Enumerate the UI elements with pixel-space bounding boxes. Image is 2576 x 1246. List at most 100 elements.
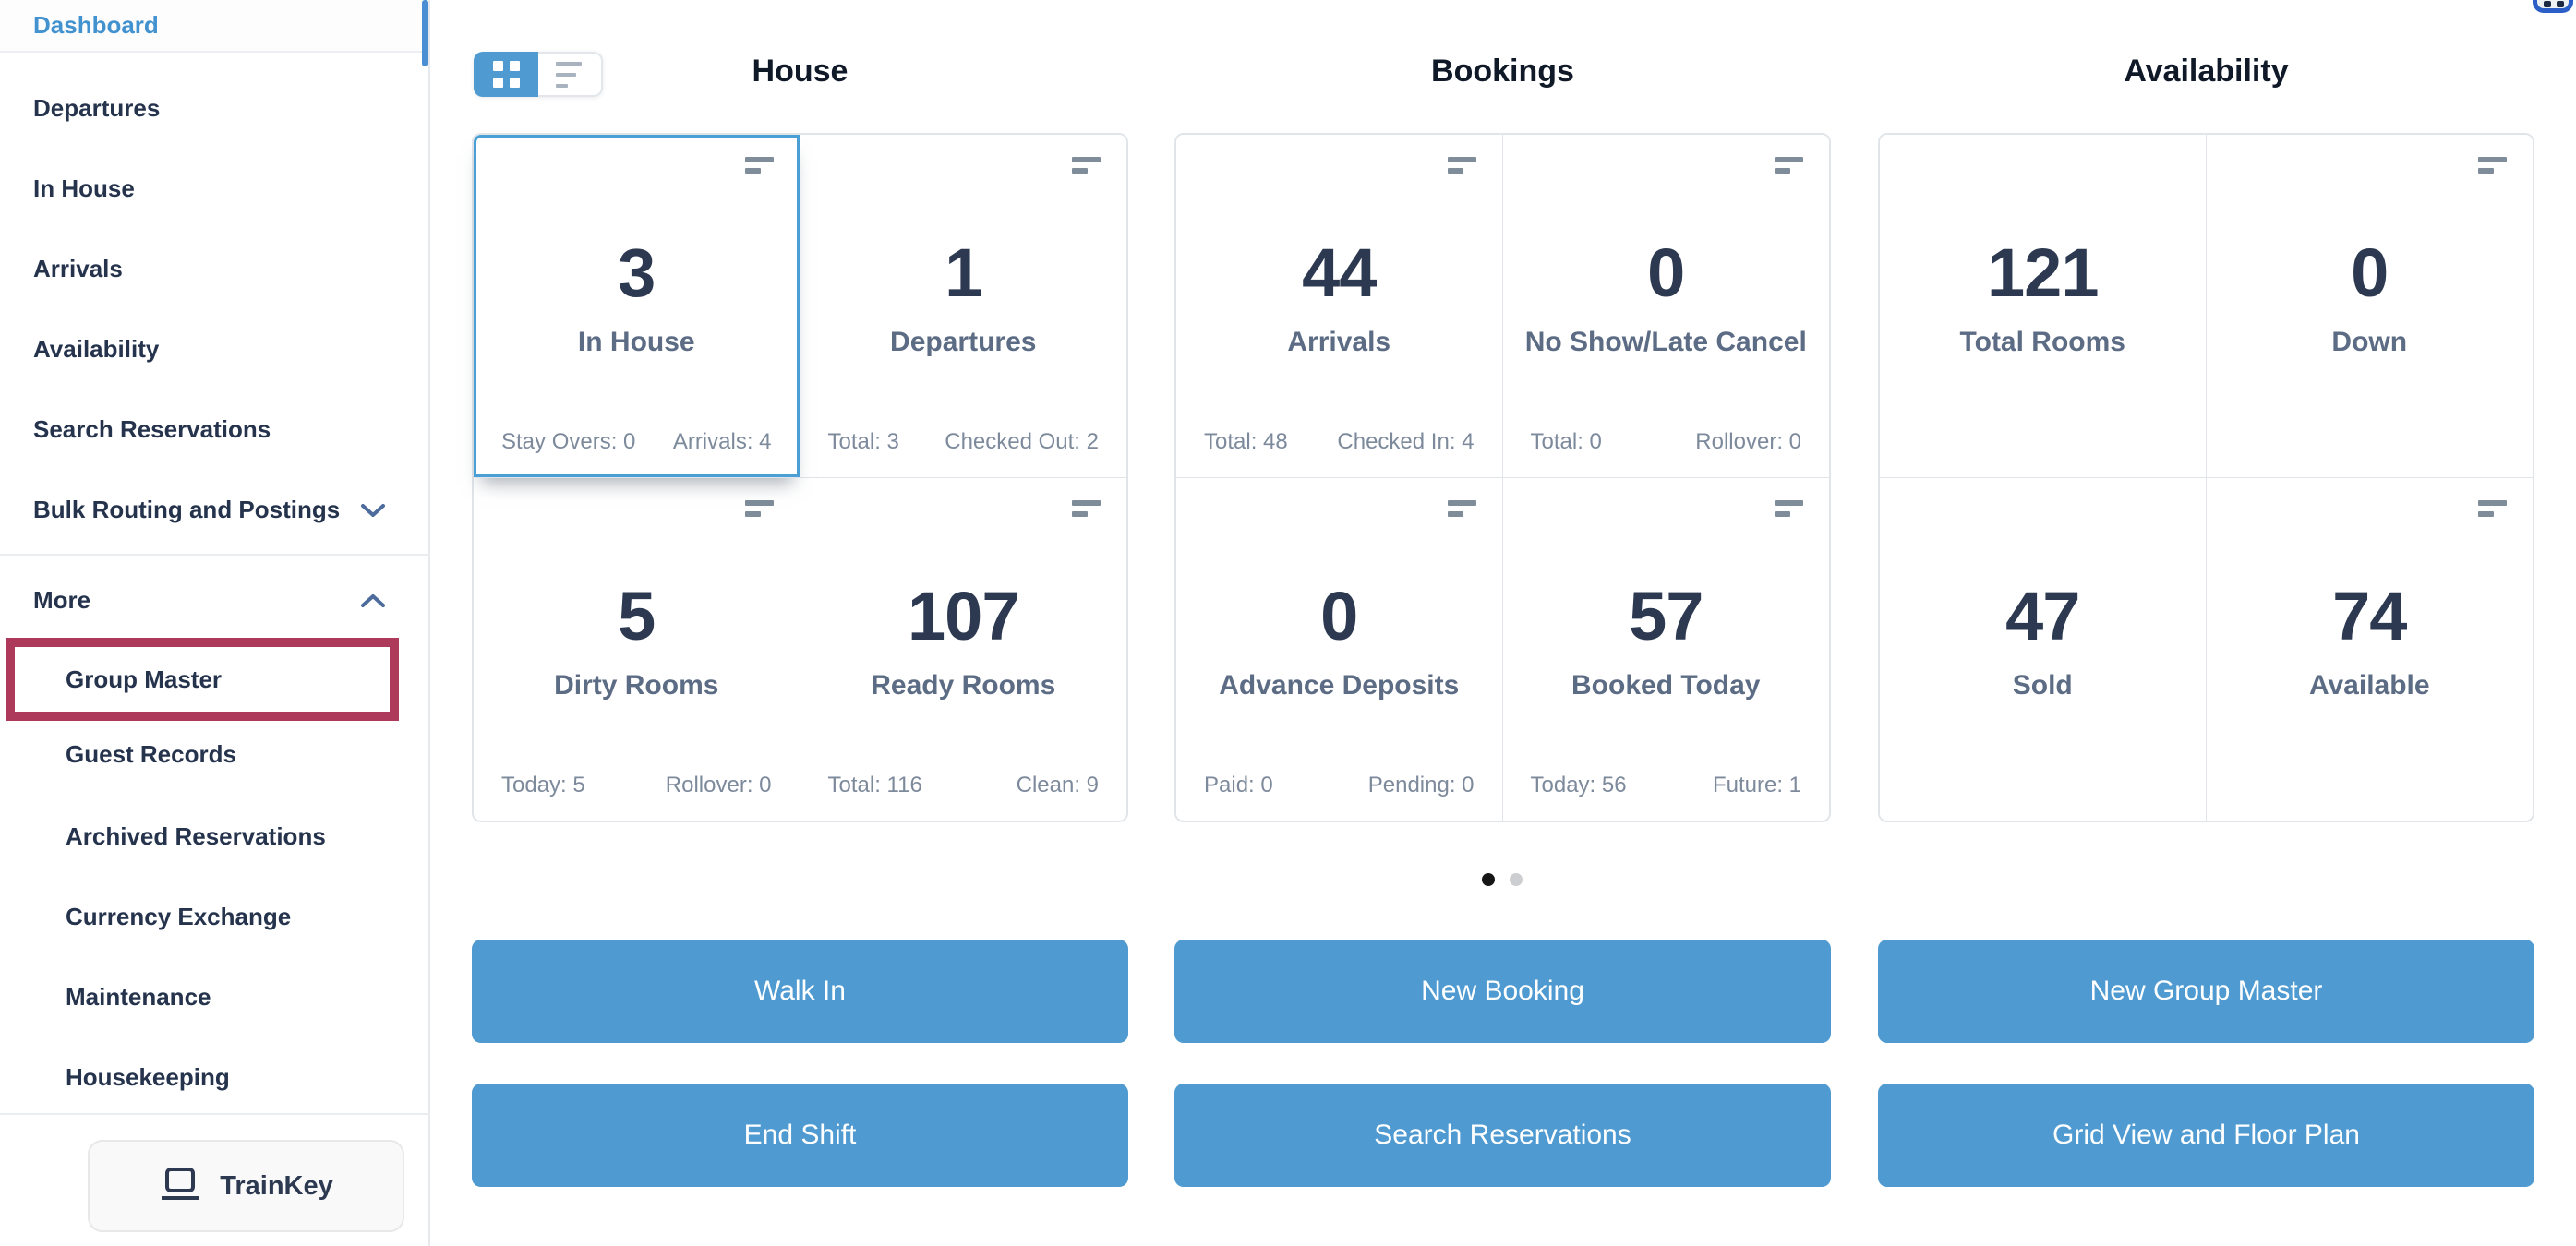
- sidebar-item-in-house[interactable]: In House: [0, 149, 430, 229]
- tile-menu-icon[interactable]: [1775, 499, 1803, 517]
- tile-departures[interactable]: 1 Departures Total: 3 Checked Out: 2: [800, 135, 1126, 478]
- tile-footer-right: Rollover: 0: [1695, 428, 1801, 454]
- tile-menu-icon[interactable]: [2478, 157, 2507, 174]
- tile-label: Sold: [2012, 669, 2073, 701]
- sidebar-item-label: Arrivals: [33, 255, 123, 282]
- tile-value: 0: [1647, 234, 1685, 311]
- group-master-highlight-box: Group Master: [6, 638, 399, 721]
- tile-footer-left: Total: 0: [1530, 428, 1602, 454]
- tile-label: Departures: [890, 327, 1037, 357]
- tile-menu-icon[interactable]: [1072, 157, 1101, 174]
- tile-footer-right: Checked In: 4: [1337, 428, 1475, 454]
- tile-menu-icon[interactable]: [1447, 157, 1476, 174]
- new-booking-button[interactable]: New Booking: [1174, 940, 1831, 1043]
- tile-menu-icon[interactable]: [1072, 499, 1101, 517]
- sidebar-scrollbar-thumb[interactable]: [422, 0, 428, 66]
- tile-label: Total Rooms: [1959, 327, 2125, 357]
- grid-view-floor-plan-button[interactable]: Grid View and Floor Plan: [1878, 1084, 2534, 1187]
- tile-in-house[interactable]: 3 In House Stay Overs: 0 Arrivals: 4: [474, 135, 800, 478]
- tile-value: 3: [618, 234, 656, 311]
- tile-footer-left: Paid: 0: [1204, 773, 1273, 797]
- sidebar-item-arrivals[interactable]: Arrivals: [0, 229, 430, 309]
- tile-menu-icon[interactable]: [1775, 157, 1803, 174]
- walk-in-button[interactable]: Walk In: [472, 940, 1128, 1043]
- sidebar-item-search-reservations[interactable]: Search Reservations: [0, 389, 430, 470]
- sidebar-item-more[interactable]: More: [0, 560, 430, 641]
- carousel-pagination: [1482, 873, 1523, 886]
- sidebar-item-departures[interactable]: Departures: [0, 68, 430, 149]
- chevron-down-icon: [360, 503, 386, 518]
- tile-label: Dirty Rooms: [554, 669, 719, 701]
- tile-advance-deposits[interactable]: 0 Advance Deposits Paid: 0 Pending: 0: [1176, 477, 1503, 821]
- sidebar-item-guest-records[interactable]: Guest Records: [0, 714, 430, 795]
- tile-footer-left: Stay Overs: 0: [501, 428, 636, 454]
- tile-value: 121: [1987, 234, 2099, 311]
- sidebar-item-archived-reservations[interactable]: Archived Reservations: [0, 797, 430, 877]
- search-reservations-button[interactable]: Search Reservations: [1174, 1084, 1831, 1187]
- tile-no-show-late-cancel[interactable]: 0 No Show/Late Cancel Total: 0 Rollover:…: [1502, 135, 1829, 478]
- tile-menu-icon[interactable]: [744, 499, 774, 517]
- tile-menu-icon[interactable]: [2478, 499, 2507, 517]
- tile-value: 44: [1302, 234, 1377, 311]
- tile-menu-icon[interactable]: [1447, 499, 1476, 517]
- sidebar-item-bulk-routing-and-postings[interactable]: Bulk Routing and Postings: [0, 470, 430, 550]
- tile-label: In House: [577, 327, 695, 357]
- tile-total-rooms[interactable]: 121 Total Rooms: [1880, 135, 2207, 478]
- sidebar-item-dashboard[interactable]: Dashboard: [0, 0, 428, 53]
- sidebar-item-currency-exchange[interactable]: Currency Exchange: [0, 877, 430, 957]
- pagination-dot-active[interactable]: [1482, 873, 1495, 886]
- laptop-icon: [159, 1166, 201, 1207]
- tile-value: 1: [945, 234, 982, 311]
- tile-label: Booked Today: [1571, 669, 1761, 701]
- tile-footer: Today: 56 Future: 1: [1531, 773, 1802, 798]
- sidebar-item-label: Availability: [33, 335, 160, 363]
- tile-value: 5: [618, 577, 656, 654]
- tile-dirty-rooms[interactable]: 5 Dirty Rooms Today: 5 Rollover: 0: [474, 477, 800, 821]
- list-view-button[interactable]: [538, 52, 603, 97]
- sidebar-item-maintenance[interactable]: Maintenance: [0, 957, 430, 1037]
- tile-footer: Total: 3 Checked Out: 2: [828, 429, 1100, 455]
- tile-label: Ready Rooms: [871, 669, 1056, 701]
- sidebar-item-label: Dashboard: [33, 11, 159, 39]
- tile-footer-right: Rollover: 0: [665, 773, 772, 797]
- sidebar-item-availability[interactable]: Availability: [0, 309, 430, 389]
- sidebar-item-label: Maintenance: [66, 983, 211, 1011]
- sidebar-item-group-master[interactable]: Group Master: [66, 665, 223, 693]
- browser-extension-badge[interactable]: [2533, 0, 2573, 13]
- trainkey-button[interactable]: TrainKey: [88, 1140, 404, 1232]
- pagination-dot[interactable]: [1510, 873, 1523, 886]
- tile-label: Arrivals: [1287, 327, 1391, 357]
- new-group-master-button[interactable]: New Group Master: [1878, 940, 2534, 1043]
- sidebar-item-label: Bulk Routing and Postings: [33, 496, 341, 523]
- tile-label: No Show/Late Cancel: [1524, 327, 1807, 357]
- tile-footer-left: Total: 3: [827, 428, 899, 454]
- sidebar-item-label: Housekeeping: [66, 1063, 230, 1091]
- section-title-house: House: [752, 54, 849, 89]
- sidebar-item-label: Archived Reservations: [66, 822, 326, 850]
- tile-booked-today[interactable]: 57 Booked Today Today: 56 Future: 1: [1502, 477, 1829, 821]
- tile-footer: Total: 116 Clean: 9: [828, 773, 1100, 798]
- tile-view-button[interactable]: [474, 52, 538, 97]
- tile-ready-rooms[interactable]: 107 Ready Rooms Total: 116 Clean: 9: [800, 477, 1126, 821]
- tile-down[interactable]: 0 Down: [2206, 135, 2533, 478]
- tile-footer: Total: 0 Rollover: 0: [1531, 429, 1802, 455]
- sidebar-divider: [0, 554, 430, 556]
- view-toggle: [474, 52, 603, 97]
- sidebar-item-label: In House: [33, 174, 135, 202]
- tile-available[interactable]: 74 Available: [2206, 477, 2533, 821]
- tile-label: Advance Deposits: [1219, 669, 1460, 701]
- sidebar-item-label: Guest Records: [66, 740, 236, 768]
- tile-arrivals[interactable]: 44 Arrivals Total: 48 Checked In: 4: [1176, 135, 1503, 478]
- tile-menu-icon[interactable]: [744, 157, 774, 174]
- section-title-availability: Availability: [2124, 54, 2289, 89]
- tile-footer-left: Total: 116: [827, 773, 922, 797]
- sidebar-item-housekeeping[interactable]: Housekeeping: [0, 1037, 430, 1118]
- tile-sold[interactable]: 47 Sold: [1880, 477, 2207, 821]
- tile-value: 107: [908, 577, 1019, 654]
- end-shift-button[interactable]: End Shift: [472, 1084, 1128, 1187]
- tile-value: 0: [1320, 577, 1358, 654]
- tile-footer-right: Clean: 9: [1016, 773, 1099, 797]
- tile-footer-right: Pending: 0: [1367, 773, 1475, 797]
- tile-value: 0: [2351, 234, 2389, 311]
- chevron-up-icon: [360, 593, 386, 608]
